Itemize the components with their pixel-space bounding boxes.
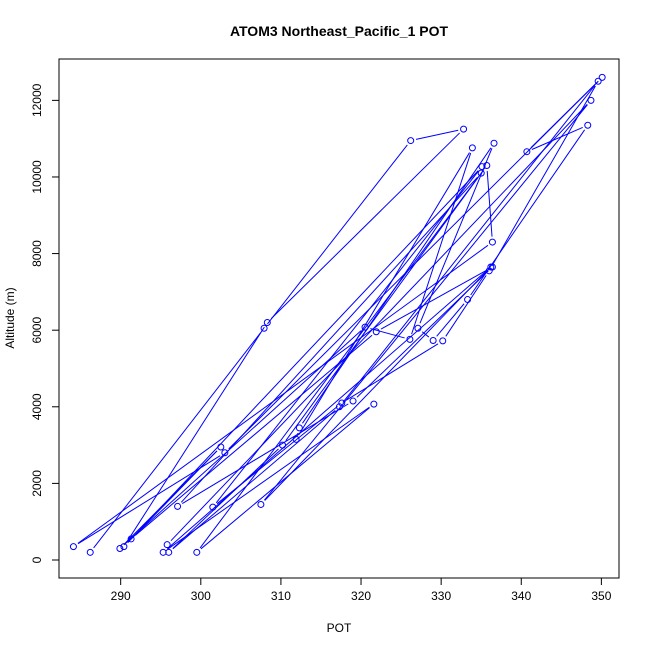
- x-axis-label: POT: [327, 621, 352, 635]
- y-tick-label: 10000: [30, 160, 44, 194]
- y-tick-label: 12000: [30, 83, 44, 117]
- x-tick-label: 290: [111, 589, 131, 603]
- x-tick-label: 330: [431, 589, 451, 603]
- x-tick-label: 320: [351, 589, 371, 603]
- chart-title: ATOM3 Northeast_Pacific_1 POT: [230, 23, 449, 39]
- y-tick-label: 2000: [30, 470, 44, 497]
- y-axis-label: Altitude (m): [3, 287, 17, 348]
- y-tick-label: 4000: [30, 393, 44, 420]
- x-tick-label: 340: [511, 589, 531, 603]
- x-tick-label: 310: [271, 589, 291, 603]
- y-tick-label: 8000: [30, 240, 44, 267]
- x-tick-label: 350: [591, 589, 611, 603]
- y-tick-label: 6000: [30, 317, 44, 344]
- y-tick-label: 0: [30, 556, 44, 563]
- x-tick-label: 300: [191, 589, 211, 603]
